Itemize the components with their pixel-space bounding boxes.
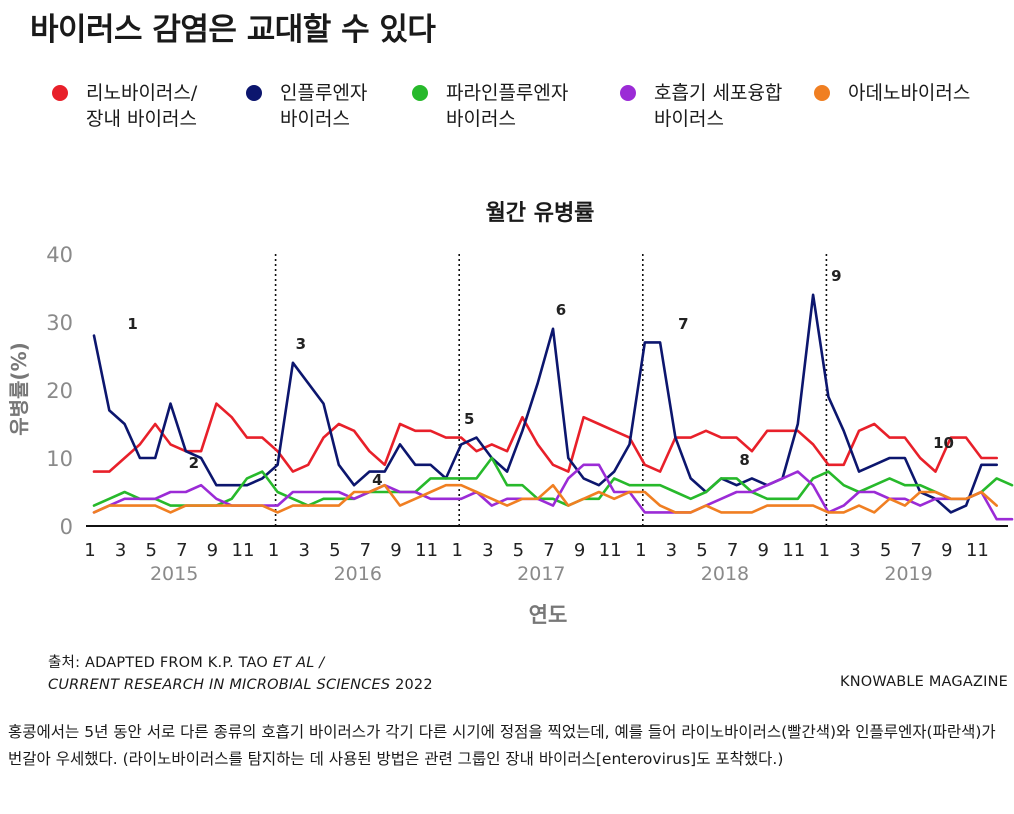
legend: 리노바이러스/ 장내 바이러스 인플루엔자 바이러스 파라인플루엔자 바이러스 … [52,80,1012,140]
x-tick-label: 3 [666,540,677,561]
source-prefix: 출처: ADAPTED FROM K.P. TAO [48,655,273,671]
peak-annotation: 8 [739,451,749,469]
y-tick-label: 30 [46,311,73,335]
x-tick-label: 11 [415,540,438,561]
peak-annotation: 6 [556,301,566,319]
x-tick-label: 1 [451,540,462,561]
legend-label-rhinovirus: 리노바이러스/ 장내 바이러스 [86,82,198,130]
x-tick-label: 9 [574,540,585,561]
x-tick-label: 11 [599,540,622,561]
peak-annotation: 1 [127,315,137,333]
source-line-2: CURRENT RESEARCH IN MICROBIAL SCIENCES 2… [48,674,433,696]
x-tick-label: 9 [941,540,952,561]
x-tick-label: 7 [910,540,921,561]
x-tick-label: 3 [115,540,126,561]
legend-label-adenovirus: 아데노바이러스 [848,82,971,104]
y-axis-label: 유병률(%) [7,342,31,436]
legend-label-rsv: 호흡기 세포융합 바이러스 [654,82,783,130]
x-tick-label: 9 [757,540,768,561]
x-tick-label: 11 [232,540,255,561]
peak-annotation: 2 [189,454,199,472]
x-tick-label: 1 [819,540,830,561]
x-tick-label: 11 [966,540,989,561]
year-labels: 2015 2016 2017 2018 2019 [150,563,933,585]
source-line-1: 출처: ADAPTED FROM K.P. TAO ET AL / [48,652,433,674]
year-label: 2017 [517,563,565,585]
peak-annotation: 7 [678,315,688,333]
peak-annotation: 3 [296,335,306,353]
source-year: 2022 [390,677,433,693]
x-tick-label: 1 [84,540,95,561]
peak-annotation: 10 [933,434,954,452]
x-axis-label: 연도 [529,603,568,627]
x-tick-label: 3 [849,540,860,561]
series-line [92,483,999,514]
brand-label: KNOWABLE MAGAZINE [840,674,1008,690]
y-tick-label: 0 [60,515,73,539]
legend-label-parainfluenza: 파라인플루엔자 바이러스 [446,82,569,130]
x-tick-label: 9 [390,540,401,561]
page-title: 바이러스 감염은 교대할 수 있다 [30,12,436,48]
x-tick-label: 7 [543,540,554,561]
series-line [92,293,999,514]
y-tick-label: 10 [46,447,73,471]
source-credit: 출처: ADAPTED FROM K.P. TAO ET AL / CURREN… [48,652,433,696]
x-tick-label: 1 [635,540,646,561]
x-tick-label: 5 [513,540,524,561]
legend-swatch-adenovirus [814,85,830,101]
x-tick-label: 5 [329,540,340,561]
y-tick-label: 20 [46,379,73,403]
x-tick-label: 5 [880,540,891,561]
legend-swatch-influenza [246,85,262,101]
x-ticks: 1 3 5 7 9 11 1 3 5 7 9 11 1 3 5 7 9 11 1 3 5 7 9 11 1 3 5 7 9 11 [84,540,989,561]
legend-label-influenza: 인플루엔자 바이러스 [280,82,368,130]
x-tick-label: 11 [782,540,805,561]
series-lines [92,293,1014,521]
x-tick-label: 3 [298,540,309,561]
x-tick-label: 7 [360,540,371,561]
year-label: 2016 [334,563,382,585]
year-label: 2015 [150,563,198,585]
year-label: 2019 [884,563,932,585]
x-tick-label: 7 [176,540,187,561]
y-tick-label: 40 [46,243,73,267]
peak-annotation: 4 [372,471,382,489]
chart-title: 월간 유병률 [486,201,595,226]
caption: 홍콩에서는 5년 동안 서로 다른 종류의 호흡기 바이러스가 각기 다른 시기… [8,723,996,768]
source-journal: CURRENT RESEARCH IN MICROBIAL SCIENCES [48,677,391,693]
legend-swatch-rhinovirus [52,85,68,101]
x-tick-label: 7 [727,540,738,561]
x-tick-label: 5 [696,540,707,561]
x-tick-label: 1 [268,540,279,561]
source-et-al: ET AL / [272,655,325,671]
x-tick-label: 3 [482,540,493,561]
x-tick-label: 5 [145,540,156,561]
year-label: 2018 [701,563,749,585]
peak-annotations: 1 2 3 4 5 6 7 8 9 10 [127,267,954,489]
y-ticks: 0 10 20 30 40 [46,243,73,539]
x-tick-label: 9 [207,540,218,561]
peak-annotation: 5 [464,410,474,428]
series-line [92,402,999,473]
legend-swatch-rsv [620,85,636,101]
legend-swatch-parainfluenza [412,85,428,101]
peak-annotation: 9 [831,267,841,285]
